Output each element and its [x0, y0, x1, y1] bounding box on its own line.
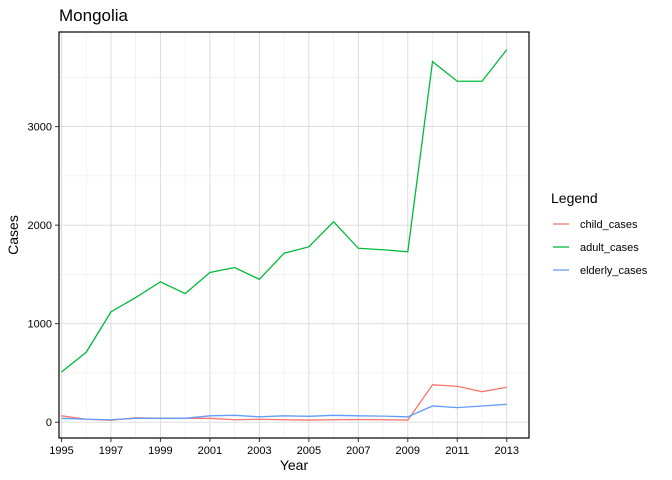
- y-tick-label: 3000: [28, 122, 52, 134]
- x-tick-label: 2009: [396, 445, 420, 457]
- gridlines: [59, 32, 529, 438]
- legend-label: adult_cases: [580, 242, 639, 254]
- series-line-adult_cases: [61, 49, 508, 373]
- legend-title: Legend: [551, 190, 598, 206]
- x-tick-label: 2003: [247, 445, 271, 457]
- plot-area: [58, 31, 530, 439]
- x-axis-title: Year: [280, 457, 309, 473]
- y-tick-label: 1000: [28, 319, 52, 331]
- x-tick-label: 2013: [494, 445, 518, 457]
- plot-border: [58, 31, 530, 439]
- y-axis: 0 1000 2000 3000: [28, 122, 59, 429]
- legend: Legend child_cases adult_cases elderly_cas…: [551, 190, 648, 277]
- legend-item-child_cases: child_cases: [553, 219, 638, 231]
- x-tick-label: 2005: [297, 445, 321, 457]
- series-line-elderly_cases: [61, 403, 507, 421]
- y-tick-label: 0: [46, 417, 52, 429]
- plot-panel: [59, 32, 529, 438]
- series-lines: [61, 49, 508, 421]
- legend-item-elderly_cases: elderly_cases: [553, 265, 648, 277]
- x-tick-label: 2011: [445, 445, 469, 457]
- legend-item-adult_cases: adult_cases: [553, 242, 639, 254]
- legend-label: child_cases: [580, 219, 638, 231]
- legend-label: elderly_cases: [580, 265, 648, 277]
- x-tick-label: 2007: [346, 445, 370, 457]
- x-axis: 1995 1997 1999 2001 2003 2005 2007 2009 2011 2013: [49, 438, 519, 457]
- x-tick-label: 2001: [198, 445, 222, 457]
- y-tick-label: 2000: [28, 220, 52, 232]
- y-axis-title: Cases: [5, 215, 21, 255]
- x-tick-label: 1997: [99, 445, 123, 457]
- x-tick-label: 1999: [148, 445, 172, 457]
- chart-title: Mongolia: [59, 6, 129, 25]
- x-tick-label: 1995: [49, 445, 73, 457]
